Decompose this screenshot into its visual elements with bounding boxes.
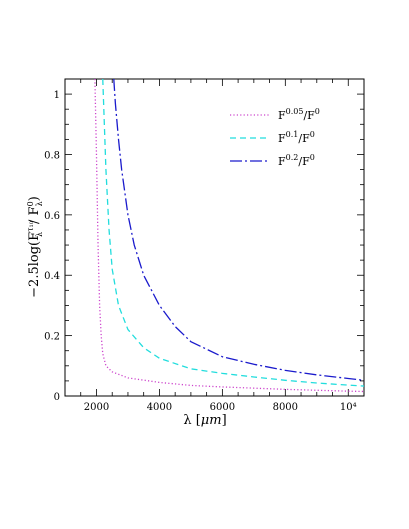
- y-tick-label: 0.2: [44, 332, 60, 343]
- series-line-3: [113, 79, 364, 381]
- x-tick-label: 10⁴: [340, 402, 357, 413]
- x-tick-label: 2000: [84, 402, 109, 413]
- legend-label-1: F0.05/F0: [278, 107, 320, 122]
- x-tick-label: 4000: [147, 402, 172, 413]
- legend-label-3: F0.2/F0: [278, 153, 315, 168]
- legend-label-2: F0.1/F0: [278, 130, 315, 145]
- series-lines: [94, 79, 364, 393]
- x-tick-label: 6000: [210, 402, 235, 413]
- x-axis-label: λ [μm]: [183, 413, 226, 428]
- x-tick-label: 8000: [273, 402, 298, 413]
- y-tick-label: 0: [54, 392, 60, 403]
- x-axis-ticks: 2000 4000 6000 8000 10⁴: [64, 79, 365, 413]
- y-axis-label: −2.5log(Fτ₁₀λ/ F0λ): [26, 196, 44, 298]
- y-tick-label: 1: [54, 90, 60, 101]
- plot-border: [64, 78, 365, 397]
- series-line-1: [94, 79, 364, 393]
- y-tick-label: 0.6: [44, 211, 60, 222]
- y-tick-label: 0.8: [44, 150, 60, 161]
- plot-frame: [64, 78, 365, 397]
- y-axis-ticks: 0 0.2 0.4 0.6 0.8 1: [44, 78, 364, 403]
- y-tick-label: 0.4: [44, 271, 60, 282]
- legend: F0.05/F0 F0.1/F0 F0.2/F0: [230, 107, 320, 168]
- series-line-2: [102, 79, 364, 387]
